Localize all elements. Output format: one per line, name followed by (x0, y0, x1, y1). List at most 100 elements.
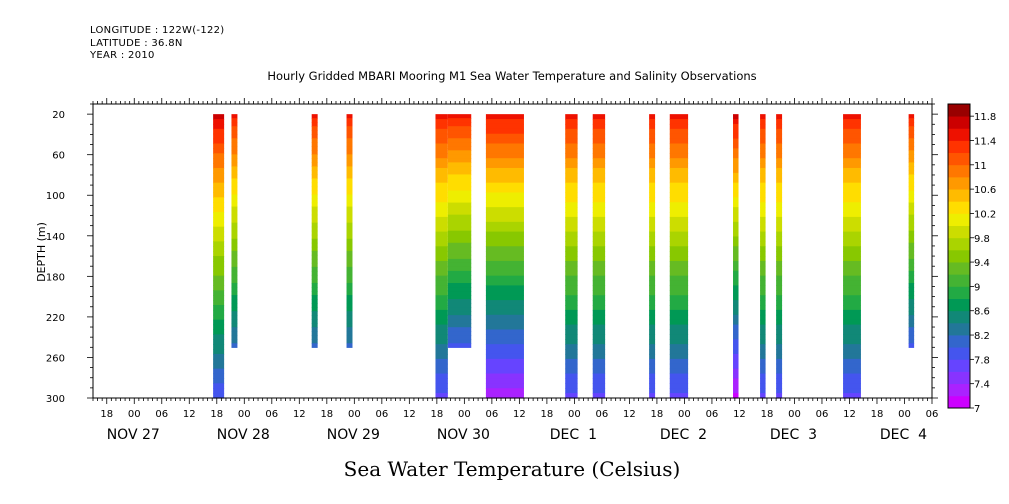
data-cell (649, 309, 656, 316)
data-cell (733, 334, 739, 340)
data-cell (669, 202, 689, 208)
data-cell (649, 265, 656, 272)
data-cell (776, 300, 783, 306)
data-cell (565, 358, 578, 365)
data-cell (776, 197, 783, 203)
data-cell (311, 186, 318, 192)
data-cell (760, 349, 766, 355)
data-cell (733, 256, 739, 262)
data-cell (843, 128, 861, 135)
data-cell (231, 134, 238, 139)
data-cell (649, 167, 656, 174)
data-cell (231, 198, 238, 204)
data-cell (346, 158, 353, 163)
data-cell (669, 285, 689, 291)
data-cell (435, 363, 448, 370)
colorbar-swatch (948, 383, 970, 397)
data-cell (760, 172, 766, 179)
data-cell (447, 178, 472, 184)
data-cell (760, 226, 766, 233)
data-cell (447, 226, 472, 232)
data-cell (485, 226, 524, 233)
data-cell (311, 126, 318, 131)
data-cell (908, 138, 915, 143)
data-cell (447, 126, 472, 131)
data-cell (760, 285, 766, 291)
colorbar-swatch (948, 128, 970, 141)
data-cell (213, 314, 225, 321)
data-cell (669, 295, 689, 301)
data-cell (346, 331, 353, 336)
data-cell (649, 143, 656, 149)
data-cell (760, 236, 766, 242)
data-columns (213, 114, 915, 399)
data-cell (435, 260, 448, 267)
data-cell (565, 212, 578, 218)
colorbar-label: 7 (974, 404, 980, 415)
data-cell (843, 383, 861, 389)
x-day-label: DEC 3 (770, 427, 817, 443)
data-cell (908, 270, 915, 276)
data-cell (435, 324, 448, 331)
data-cell (213, 334, 225, 340)
x-day-label: DEC 2 (660, 427, 707, 443)
data-cell (311, 206, 318, 212)
data-cell (843, 143, 861, 149)
data-cell (908, 174, 915, 180)
data-cell (435, 305, 448, 311)
data-cell (485, 378, 524, 384)
data-cell (435, 378, 448, 384)
data-cell (908, 162, 915, 167)
data-cell (231, 246, 238, 252)
data-cell (346, 315, 353, 320)
data-cell (649, 202, 656, 208)
data-cell (908, 278, 915, 284)
data-cell (592, 119, 606, 125)
data-cell (346, 118, 353, 123)
data-cell (649, 177, 656, 184)
data-cell (760, 216, 766, 223)
data-cell (776, 363, 783, 370)
data-cell (843, 251, 861, 257)
data-cell (311, 214, 318, 220)
data-cell (592, 383, 606, 389)
data-cell (649, 319, 656, 326)
data-cell (592, 202, 606, 208)
data-cell (311, 315, 318, 320)
data-cell (592, 153, 606, 159)
data-cell (213, 368, 225, 375)
data-cell (776, 319, 783, 326)
data-cell (669, 339, 689, 345)
data-cell (346, 254, 353, 260)
data-cell (649, 163, 656, 169)
data-cell (776, 187, 783, 194)
data-cell (213, 148, 225, 154)
data-cell (565, 260, 578, 267)
data-cell (776, 368, 783, 375)
data-cell (776, 290, 783, 296)
data-column (843, 114, 861, 399)
data-cell (592, 207, 606, 213)
data-cell (485, 177, 524, 184)
data-cell (213, 388, 225, 394)
data-cell (565, 265, 578, 272)
data-cell (592, 226, 606, 233)
data-cell (346, 226, 353, 232)
data-cell (565, 339, 578, 345)
data-cell (447, 319, 472, 324)
data-cell (435, 373, 448, 380)
data-cell (565, 251, 578, 257)
data-cell (485, 172, 524, 179)
data-cell (733, 290, 739, 296)
data-cell (447, 214, 472, 220)
data-cell (843, 123, 861, 130)
data-cell (231, 270, 238, 276)
data-cell (776, 216, 783, 223)
data-cell (843, 373, 861, 380)
data-cell (760, 358, 766, 365)
data-cell (565, 256, 578, 262)
data-cell (565, 285, 578, 291)
data-cell (447, 250, 472, 256)
data-cell (669, 212, 689, 218)
colorbar-swatch (948, 359, 970, 372)
